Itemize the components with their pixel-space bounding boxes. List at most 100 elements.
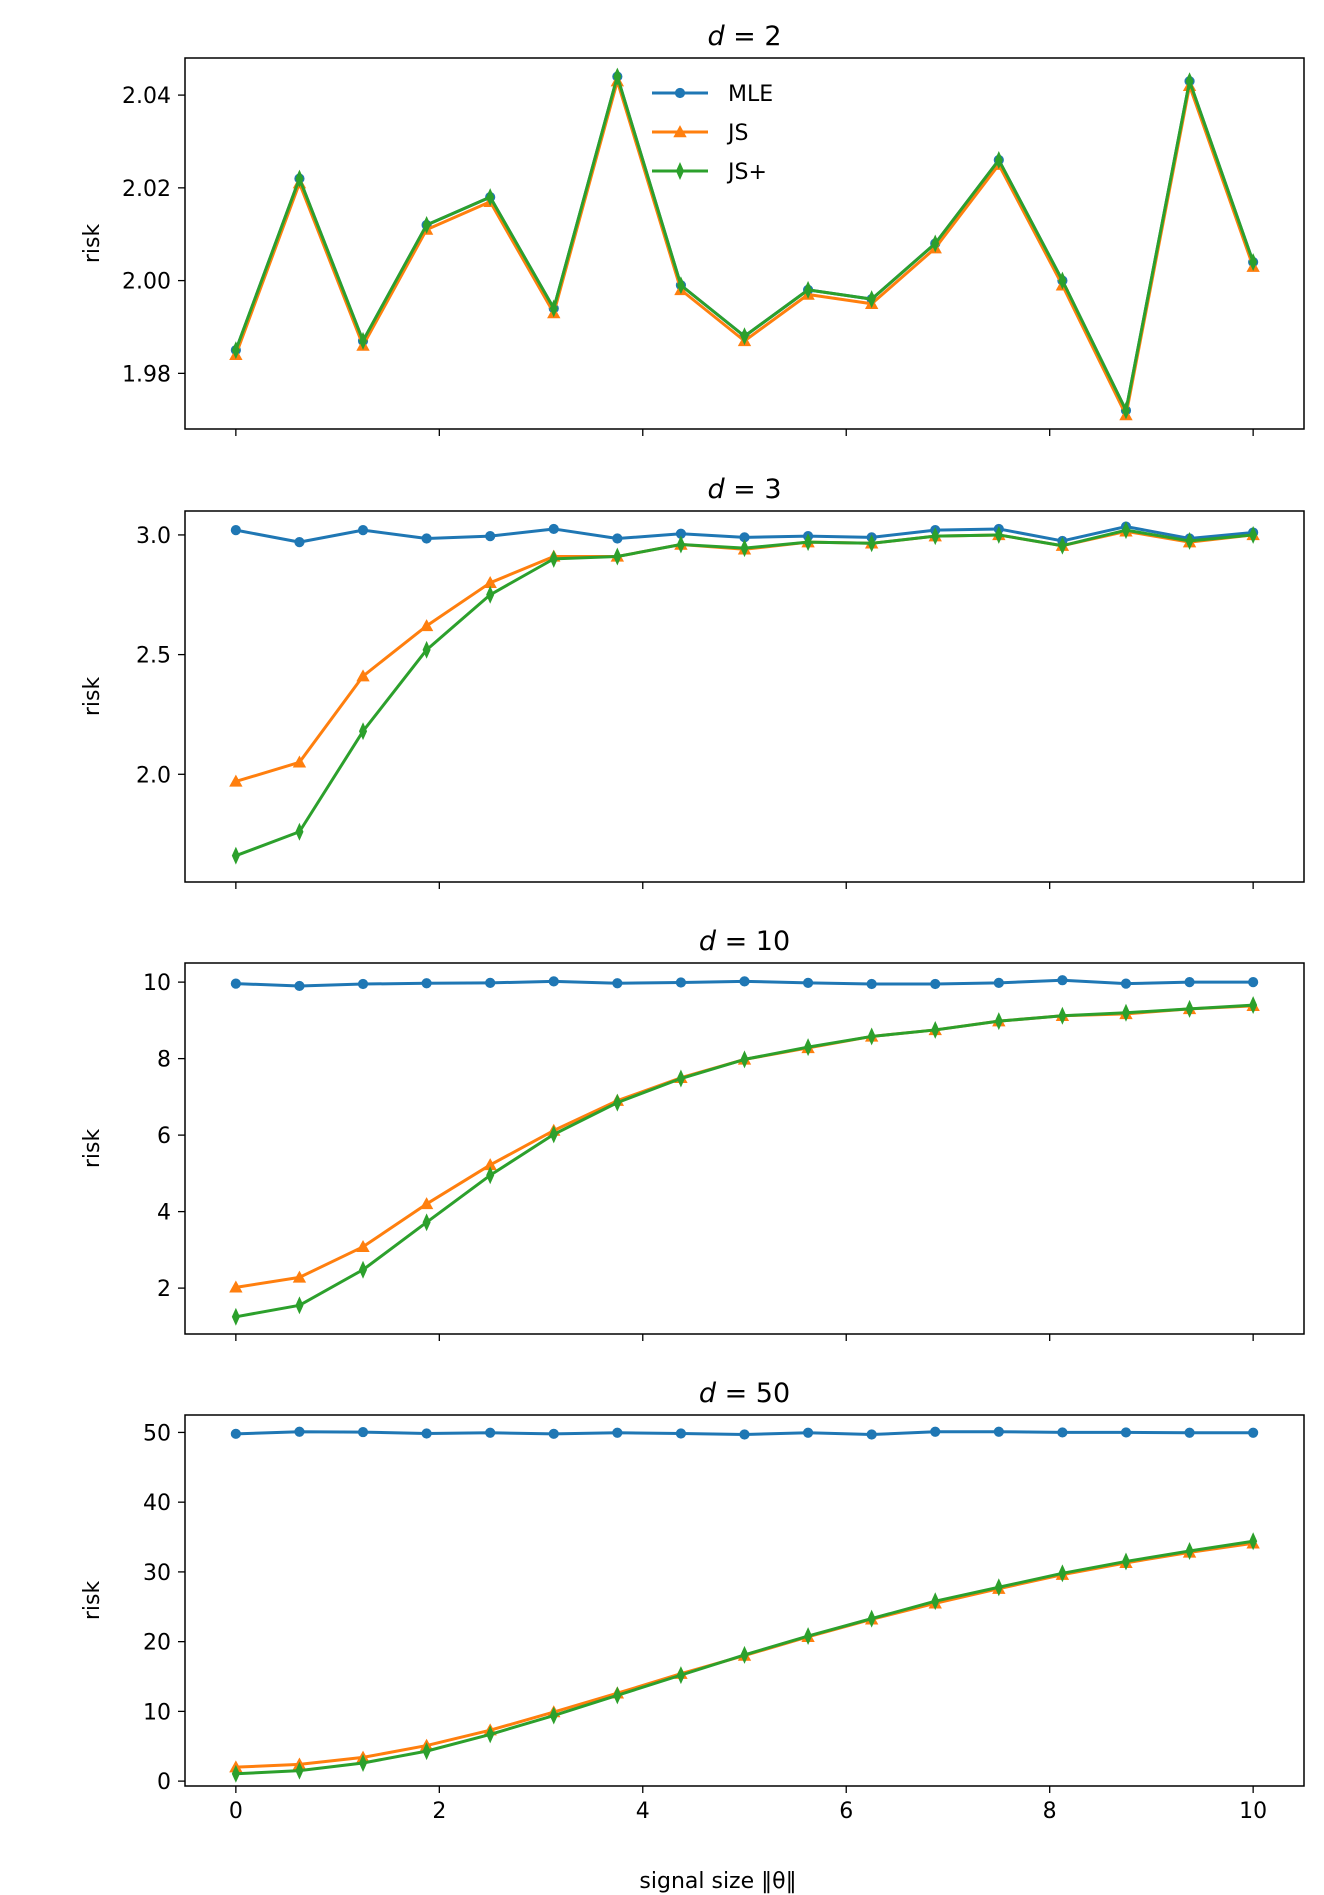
y-axis-label: risk [80,677,105,717]
data-point [676,535,685,554]
data-point [994,151,1003,169]
y-tick-label: 6 [157,1124,171,1149]
data-point [867,1027,876,1046]
data-point [1185,531,1194,550]
legend-item: MLE [652,82,773,107]
legend-marker [675,162,685,180]
data-point [1057,975,1068,986]
data-point [613,67,622,86]
series-js-plus [231,67,1258,420]
legend-item: JS [652,121,748,146]
data-point [804,280,813,299]
y-tick-label: 2.0 [136,763,171,788]
data-point [549,299,558,318]
data-point [358,331,368,350]
data-point [485,977,496,988]
legend: MLE JS JS+ [652,82,773,185]
data-point [229,774,243,787]
data-point [613,1093,622,1112]
data-point [1121,1552,1131,1571]
x-tick-label: 4 [636,1799,650,1824]
data-point [866,978,877,990]
title-variable: d [699,1378,717,1409]
data-point [1121,401,1131,420]
subplot-title: d = 3 [707,474,781,505]
data-point [675,1428,687,1439]
data-point [931,1020,940,1039]
data-point [356,669,370,682]
data-point [1120,978,1132,989]
data-point [994,1012,1003,1031]
y-axis-label: risk [80,1129,105,1169]
data-point [1058,1564,1067,1583]
title-variable: d [707,474,725,505]
data-point [1249,1532,1258,1551]
legend-marker [674,87,686,99]
data-point [549,1706,558,1725]
title-equation: = 3 [725,474,782,505]
legend-item: JS+ [652,160,767,185]
subplot-title: d = 2 [707,21,781,52]
y-axis-label: risk [80,1581,105,1621]
data-point [1058,1006,1067,1025]
data-point [357,525,369,536]
data-point [1057,1427,1068,1438]
y-tick-label: 50 [143,1421,171,1446]
data-point [1185,72,1194,91]
y-tick-label: 0 [157,1770,171,1795]
data-point [676,276,685,295]
x-tick-label: 2 [432,1799,446,1824]
data-point [292,755,307,768]
x-tick-label: 10 [1239,1799,1267,1824]
title-variable: d [699,926,717,957]
data-point [358,1754,368,1772]
data-point [867,290,876,309]
legend-label: JS+ [726,160,767,185]
data-point [1184,977,1195,988]
series-js-plus [231,1532,1258,1783]
data-point [548,523,559,535]
data-point [295,169,304,188]
data-point [1121,521,1131,540]
data-point [1249,253,1258,272]
data-point [422,215,431,234]
data-point [422,1742,431,1761]
data-point [486,585,495,604]
y-tick-label: 20 [143,1631,171,1656]
data-point [739,976,750,987]
data-point [486,188,495,207]
subplot-title: d = 10 [699,926,790,957]
y-tick-label: 10 [143,971,171,996]
data-point [357,1426,369,1438]
data-point [231,1307,240,1326]
series-js-plus [231,996,1258,1326]
y-tick-label: 10 [143,1700,171,1725]
y-tick-label: 2.02 [122,177,171,202]
data-point [358,722,368,741]
data-point [1121,1003,1131,1022]
subplot-title: d = 50 [699,1378,790,1409]
y-tick-label: 2.5 [136,644,171,669]
data-point [1058,271,1067,290]
data-point [1058,536,1067,555]
data-point [930,1426,941,1437]
x-tick-label: 6 [839,1799,853,1824]
data-point [993,977,1004,988]
data-point [802,977,814,988]
y-tick-label: 1.98 [122,362,171,387]
y-axis-label: risk [80,224,105,264]
data-point [295,822,304,841]
data-point [231,1764,240,1783]
data-point [676,1069,685,1088]
data-point [1248,1427,1259,1438]
data-point [294,537,305,548]
data-point [419,619,434,632]
subplot-d3: d = 3 2.0 2.5 3.0 risk [80,474,1305,889]
data-point [740,1645,749,1664]
data-point [613,547,622,566]
title-equation: = 2 [725,21,782,52]
y-tick-label: 4 [157,1201,171,1226]
